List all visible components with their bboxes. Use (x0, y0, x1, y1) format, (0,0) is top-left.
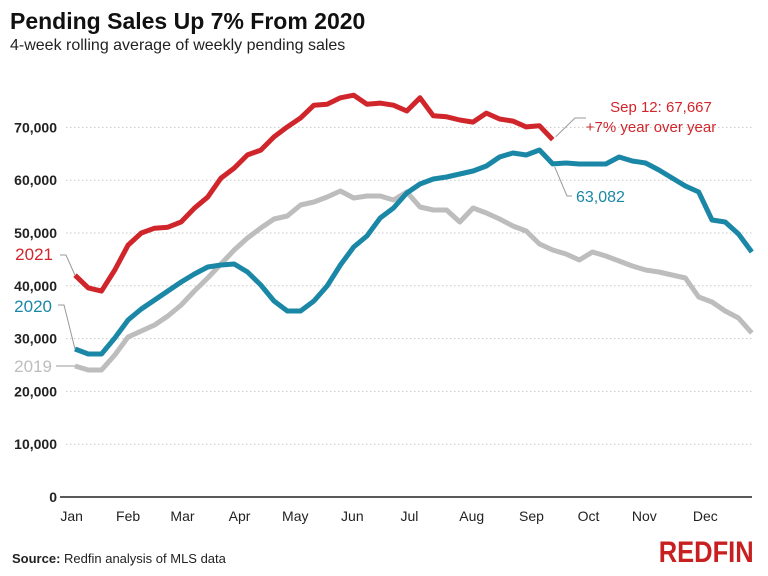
annotation-sep12: Sep 12: 67,667 (610, 99, 712, 116)
series-line-2021 (73, 92, 555, 294)
y-tick-label: 10,000 (14, 436, 57, 452)
leader-line (58, 304, 76, 350)
source-note: Source: Redfin analysis of MLS data (12, 551, 226, 566)
x-tick-label: Jun (341, 508, 364, 524)
x-tick-label: Mar (170, 508, 194, 524)
x-tick-label: Jul (400, 508, 418, 524)
x-tick-label: Oct (578, 508, 600, 524)
series-label-2020: 2020 (14, 297, 52, 316)
y-tick-label: 60,000 (14, 172, 57, 188)
x-tick-label: Aug (459, 508, 484, 524)
chart-title: Pending Sales Up 7% From 2020 (10, 8, 366, 34)
source-label: Source: (12, 551, 61, 566)
x-tick-label: Feb (116, 508, 140, 524)
annotation-yoy: +7% year over year (586, 119, 716, 136)
x-tick-label: Nov (632, 508, 657, 524)
x-tick-label: Dec (693, 508, 718, 524)
source-text: Redfin analysis of MLS data (60, 551, 226, 566)
x-tick-label: May (282, 508, 308, 524)
y-tick-label: 0 (49, 489, 57, 505)
annotation-2020-value: 63,082 (576, 189, 625, 206)
y-tick-label: 30,000 (14, 331, 57, 347)
y-tick-label: 40,000 (14, 278, 57, 294)
x-tick-label: Apr (229, 508, 251, 524)
y-tick-label: 50,000 (14, 225, 57, 241)
series-line-2020 (74, 147, 754, 357)
series-label-2019: 2019 (14, 357, 52, 376)
series-line-2019 (74, 188, 754, 373)
x-tick-label: Sep (519, 508, 544, 524)
redfin-logo: REDFIN (659, 536, 754, 569)
chart-subtitle: 4-week rolling average of weekly pending… (10, 37, 346, 54)
y-tick-label: 70,000 (14, 119, 57, 135)
y-tick-label: 20,000 (14, 383, 57, 399)
x-tick-label: Jan (60, 508, 83, 524)
series-label-2021: 2021 (15, 245, 53, 264)
leader-line (555, 117, 586, 138)
leader-line (554, 166, 572, 197)
leader-line (60, 254, 76, 276)
